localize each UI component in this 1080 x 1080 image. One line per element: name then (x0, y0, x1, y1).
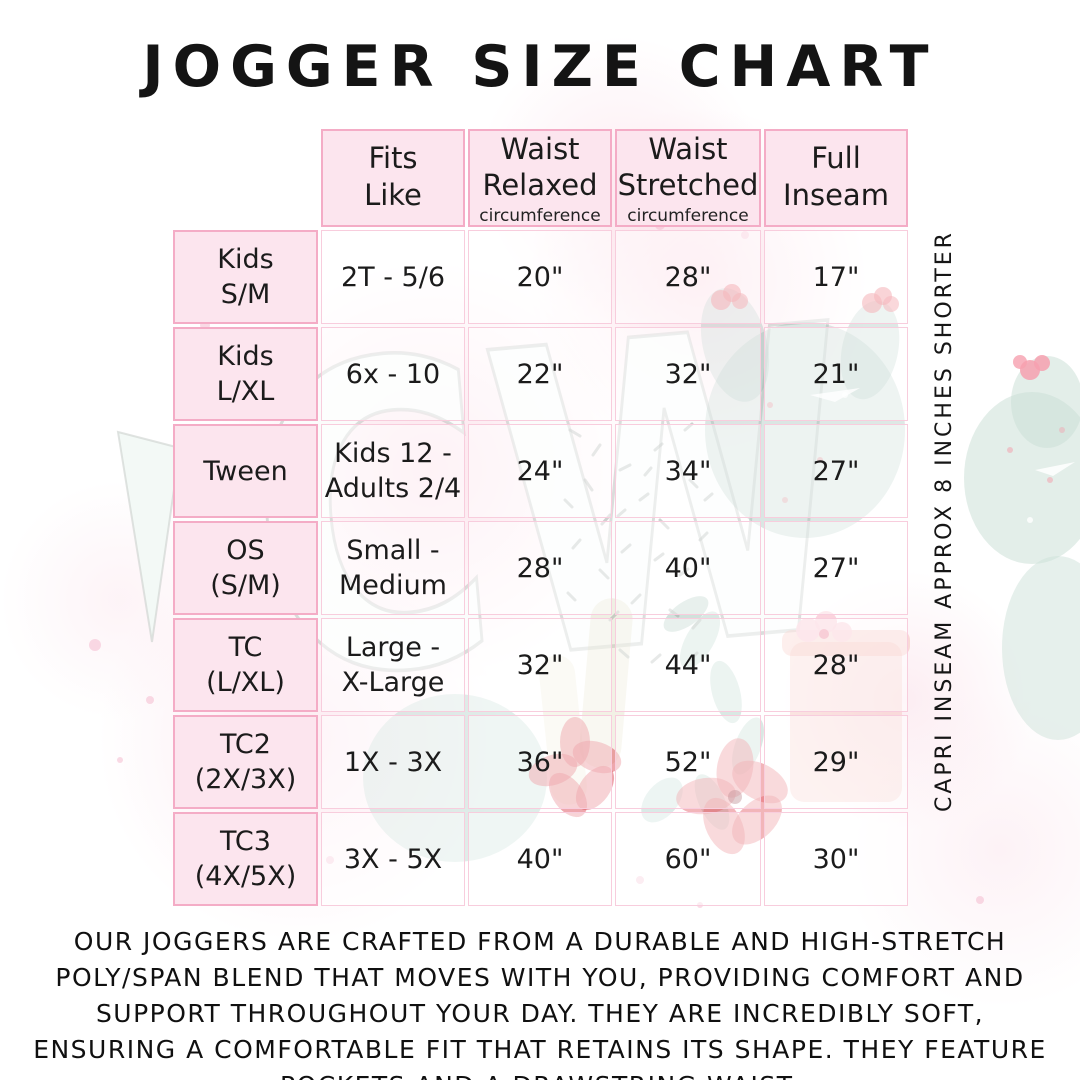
table-cell: 28" (468, 521, 612, 616)
row-label: Tween (173, 424, 318, 519)
table-cell: 60" (615, 812, 761, 907)
table-cell: 3X - 5X (321, 812, 465, 907)
table-cell: 28" (615, 230, 761, 325)
product-description: OUR JOGGERS ARE CRAFTED FROM A DURABLE A… (33, 927, 1047, 1080)
table-cell: 32" (615, 327, 761, 422)
table-cell: 27" (764, 521, 908, 616)
size-chart-table: Fits Like Waist Relaxed circumference Wa… (170, 126, 911, 909)
page-title: JOGGER SIZE CHART (142, 34, 938, 100)
table-cell: 28" (764, 618, 908, 713)
prickly-pear-cactus-icon (964, 355, 1080, 564)
table-cell: 6x - 10 (321, 327, 465, 422)
row-label: TC3 (4X/5X) (173, 812, 318, 907)
table-cell: 20" (468, 230, 612, 325)
header-row: Fits Like Waist Relaxed circumference Wa… (173, 129, 908, 228)
table-cell: 27" (764, 424, 908, 519)
table-cell: Kids 12 - Adults 2/4 (321, 424, 465, 519)
table-cell: Small - Medium (321, 521, 465, 616)
column-header-label: Fits Like (364, 141, 422, 212)
row-label: Kids S/M (173, 230, 318, 325)
table-row: TC2 (2X/3X) 1X - 3X 36" 52" 29" (173, 715, 908, 810)
table-row: Kids S/M 2T - 5/6 20" 28" 17" (173, 230, 908, 325)
table-cell: 24" (468, 424, 612, 519)
flag-watermark-shape (116, 430, 182, 643)
mint-blob-shape (1002, 556, 1080, 740)
table-cell: 21" (764, 327, 908, 422)
row-label: OS (S/M) (173, 521, 318, 616)
table-cell: 36" (468, 715, 612, 810)
corner-cell (173, 129, 318, 227)
table-cell: 44" (615, 618, 761, 713)
column-header-full-inseam: Full Inseam (764, 129, 908, 228)
table-cell: 32" (468, 618, 612, 713)
column-header-subtext: circumference (627, 205, 749, 226)
capri-inseam-note: CAPRI INSEAM APPROX 8 INCHES SHORTER (932, 230, 957, 812)
table-cell: 2T - 5/6 (321, 230, 465, 325)
table-cell: 17" (764, 230, 908, 325)
column-header-label: Waist Relaxed (482, 132, 598, 203)
column-header-waist-relaxed: Waist Relaxed circumference (468, 129, 612, 228)
row-label: TC2 (2X/3X) (173, 715, 318, 810)
column-header-label: Waist Stretched (617, 132, 759, 203)
table-cell: 40" (615, 521, 761, 616)
table-cell: 40" (468, 812, 612, 907)
row-label: TC (L/XL) (173, 618, 318, 713)
table-cell: Large - X-Large (321, 618, 465, 713)
table-row: TC (L/XL) Large - X-Large 32" 44" 28" (173, 618, 908, 713)
row-label: Kids L/XL (173, 327, 318, 422)
table-row: TC3 (4X/5X) 3X - 5X 40" 60" 30" (173, 812, 908, 907)
table-row: OS (S/M) Small - Medium 28" 40" 27" (173, 521, 908, 616)
table-cell: 29" (764, 715, 908, 810)
table-cell: 1X - 3X (321, 715, 465, 810)
table-cell: 52" (615, 715, 761, 810)
column-header-label: Full Inseam (783, 141, 889, 212)
table-cell: 22" (468, 327, 612, 422)
table-row: Tween Kids 12 - Adults 2/4 24" 34" 27" (173, 424, 908, 519)
column-header-waist-stretched: Waist Stretched circumference (615, 129, 761, 228)
column-header-fits-like: Fits Like (321, 129, 465, 228)
table-row: Kids L/XL 6x - 10 22" 32" 21" (173, 327, 908, 422)
table-cell: 34" (615, 424, 761, 519)
table-cell: 30" (764, 812, 908, 907)
column-header-subtext: circumference (479, 205, 601, 226)
